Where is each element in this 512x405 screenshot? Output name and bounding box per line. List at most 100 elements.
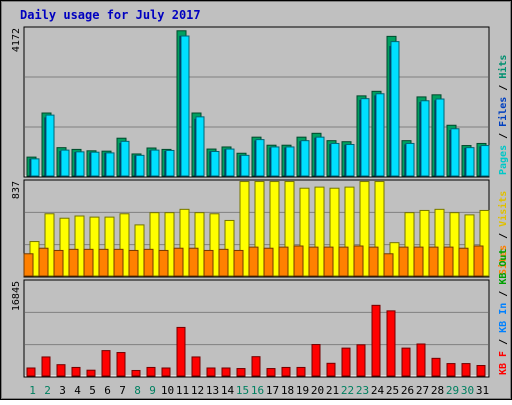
- kbytes-ymax-label: 16845: [11, 281, 22, 311]
- day-label-16: 16: [251, 384, 264, 397]
- day-label-20: 20: [311, 384, 324, 397]
- visits-visits-bar-day-26: [404, 212, 415, 277]
- hits-legend-item-2: Files: [497, 97, 509, 127]
- hits-pages-bar-day-26: [405, 142, 415, 177]
- visits-visits-bar-day-22: [344, 186, 355, 277]
- x-axis-day-labels: 1 2 3 4 5 6 7 8 9 10 11 12 13 14 15 16 17 18 19 20 21 22 23 24 2…: [29, 384, 489, 397]
- visits-visits-bar-day-9: [149, 212, 160, 277]
- day-label-25: 25: [386, 384, 399, 397]
- visits-sites-bar-day-6: [98, 248, 109, 277]
- hits-pages-bar-day-27: [420, 100, 430, 177]
- kbytes-kbf-bar-day-7: [116, 352, 126, 377]
- hits-pages-bar-day-31: [480, 145, 490, 177]
- visits-visits-bar-day-6: [104, 216, 115, 277]
- visits-visits-bar-day-7: [119, 213, 130, 277]
- day-label-14: 14: [221, 384, 235, 397]
- day-label-26: 26: [401, 384, 414, 397]
- kbytes-kbf-bar-day-11: [176, 326, 186, 377]
- visits-sites-bar-day-13: [203, 249, 214, 277]
- day-label-27: 27: [416, 384, 429, 397]
- kbytes-kbf-bar-day-1: [26, 367, 36, 377]
- visits-sites-bar-day-5: [83, 248, 94, 277]
- hits-legend-item-4: Hits: [497, 55, 509, 79]
- kbytes-kbf-bar-day-10: [161, 367, 171, 377]
- visits-visits-bar-day-4: [74, 215, 85, 277]
- visits-sites-bar-day-3: [53, 249, 64, 277]
- chart-title: Daily usage for July 2017: [20, 8, 201, 22]
- hits-panel: 4172 Pages / Files / Hits: [11, 26, 509, 178]
- visits-series-sites: [23, 245, 484, 277]
- day-label-23: 23: [356, 384, 369, 397]
- day-label-10: 10: [161, 384, 174, 397]
- day-label-3: 3: [59, 384, 66, 397]
- kbytes-kbf-bar-day-5: [86, 369, 96, 377]
- visits-visits-bar-day-19: [299, 187, 310, 277]
- day-label-4: 4: [74, 384, 81, 397]
- kbytes-kbf-bar-day-16: [251, 356, 261, 377]
- kbytes-kbf-bar-day-28: [431, 357, 441, 377]
- visits-visits-bar-day-3: [59, 217, 70, 277]
- visits-sites-bar-day-31: [473, 245, 484, 277]
- hits-pages-bar-day-25: [390, 41, 400, 177]
- visits-panel: 837 Sites / Visits: [11, 179, 509, 278]
- visits-visits-bar-day-16: [254, 181, 265, 277]
- day-label-7: 7: [119, 384, 126, 397]
- hits-pages-bar-day-6: [105, 152, 115, 177]
- kbytes-kbf-bar-day-30: [461, 363, 471, 377]
- kbytes-legend-item-1: /: [498, 333, 509, 351]
- visits-sites-bar-day-18: [278, 246, 289, 277]
- kbytes-kbf-bar-day-20: [311, 344, 321, 377]
- hits-pages-bar-day-23: [360, 98, 370, 177]
- hits-legend: Pages / Files / Hits: [497, 55, 509, 175]
- hits-pages-bar-day-2: [45, 114, 55, 177]
- hits-pages-bar-day-11: [180, 35, 190, 177]
- kbytes-kbf-bar-day-18: [281, 366, 291, 377]
- kbytes-kbf-bar-day-14: [221, 367, 231, 377]
- hits-pages-bar-day-7: [120, 140, 130, 177]
- visits-sites-bar-day-7: [113, 248, 124, 277]
- hits-legend-item-3: /: [498, 79, 509, 97]
- hits-pages-bar-day-16: [255, 139, 265, 177]
- visits-visits-bar-day-14: [224, 219, 235, 277]
- day-label-19: 19: [296, 384, 309, 397]
- kbytes-kbf-bar-day-26: [401, 347, 411, 377]
- visits-visits-bar-day-31: [479, 209, 490, 277]
- visits-series-visits: [29, 181, 490, 277]
- hits-legend-item-0: Pages: [498, 145, 509, 175]
- visits-visits-bar-day-18: [284, 181, 295, 277]
- kbytes-kbf-bar-day-27: [416, 343, 426, 377]
- kbytes-kbf-bar-day-25: [386, 310, 396, 377]
- visits-sites-bar-day-19: [293, 245, 304, 277]
- visits-sites-bar-day-28: [428, 246, 439, 277]
- hits-pages-bar-day-22: [345, 144, 355, 177]
- kbytes-kbf-bar-day-22: [341, 347, 351, 377]
- visits-legend-item-2: Visits: [497, 191, 509, 227]
- day-label-8: 8: [134, 384, 141, 397]
- kbytes-kbf-bar-day-13: [206, 367, 216, 377]
- visits-sites-bar-day-9: [143, 248, 154, 277]
- kbytes-legend-item-4: KB Out: [498, 249, 509, 285]
- visits-sites-bar-day-8: [128, 249, 139, 277]
- hits-ymax-label: 4172: [11, 28, 22, 52]
- hits-pages-bar-day-9: [150, 149, 160, 177]
- hits-pages-bar-day-24: [375, 93, 385, 177]
- kbytes-kbf-bar-day-9: [146, 366, 156, 377]
- kbytes-kbf-bar-day-23: [356, 344, 366, 377]
- kbytes-legend-item-0: KB F: [498, 351, 509, 375]
- hits-pages-bar-day-20: [315, 136, 325, 177]
- visits-sites-bar-day-14: [218, 248, 229, 277]
- day-label-18: 18: [281, 384, 294, 397]
- hits-pages-bar-day-14: [225, 148, 235, 177]
- visits-sites-bar-day-30: [458, 247, 469, 277]
- visits-legend: Sites / Visits: [497, 191, 509, 275]
- frame-shadow: [1, 1, 511, 399]
- hits-legend-item-1: /: [498, 127, 509, 145]
- kbytes-panel: 16845 KB F / KB In / KB Out: [11, 249, 509, 378]
- hits-pages-bar-day-28: [435, 98, 445, 177]
- kbytes-legend-item-2: KB In: [498, 303, 509, 333]
- visits-visits-bar-day-20: [314, 186, 325, 277]
- visits-visits-bar-day-23: [359, 181, 370, 277]
- visits-legend-item-1: /: [498, 227, 509, 245]
- kbytes-kbf-bar-day-4: [71, 366, 81, 377]
- visits-visits-bar-day-17: [269, 181, 280, 277]
